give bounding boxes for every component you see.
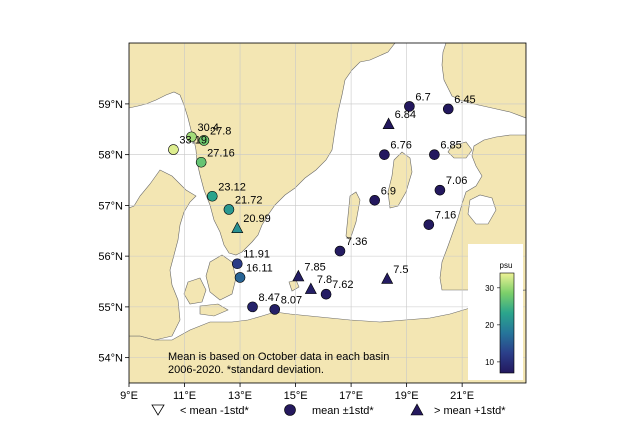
station-value-label: 7.62 — [332, 279, 353, 291]
station-circle-marker — [379, 149, 390, 160]
land-gulf-of-riga-coast — [467, 194, 497, 225]
colorbar-ticks: 10 20 30 — [485, 284, 500, 367]
legend-circle-icon — [284, 404, 296, 416]
annotation-line-1: Mean is based on October data in each ba… — [168, 351, 389, 363]
station-circle-marker — [269, 304, 281, 315]
graticule — [129, 43, 526, 383]
station-circle-marker — [247, 301, 258, 313]
station-value-label: 27.16 — [207, 147, 235, 159]
land-jutland — [129, 169, 197, 341]
station-value-label: 7.85 — [304, 261, 325, 273]
station-circle-marker — [423, 219, 435, 230]
legend-below-label: < mean -1std* — [180, 405, 250, 417]
station-value-label: 6.7 — [415, 91, 430, 103]
colorbar: psu 10 20 30 — [468, 244, 523, 380]
lat-tick-label: 55°N — [98, 302, 123, 314]
station-circle-marker — [206, 190, 218, 202]
land-finland — [441, 43, 526, 119]
colorbar-tick-label: 10 — [485, 358, 494, 367]
land-funen — [183, 277, 207, 305]
land-layer — [129, 43, 526, 383]
station-value-label: 20.99 — [243, 213, 271, 225]
legend-triangle-up-icon — [410, 403, 424, 416]
station-value-label: 8.07 — [281, 294, 302, 306]
station-value-label: 21.72 — [235, 194, 263, 206]
lon-tick-label: 13°E — [228, 390, 252, 402]
station-circle-marker — [168, 144, 179, 155]
lon-tick-label: 21°E — [450, 390, 474, 402]
station-circle-marker — [429, 149, 440, 160]
station-value-label: 6.9 — [381, 185, 396, 197]
land-gotland — [387, 151, 413, 209]
lon-tick-label: 15°E — [284, 390, 308, 402]
station-circle-marker — [404, 101, 415, 112]
annotation-line-2: 2006-2020. *standard deviation. — [168, 364, 324, 376]
station-circle-marker — [195, 156, 207, 168]
station-circle-marker — [442, 103, 454, 115]
lon-tick-label: 19°E — [395, 390, 419, 402]
longitude-ticks: 9°E 11°E 13°E 15°E 17°E 19°E 21°E — [120, 383, 474, 402]
map-frame — [128, 42, 527, 384]
lat-tick-label: 59°N — [98, 99, 123, 111]
lon-tick-label: 17°E — [339, 390, 363, 402]
station-value-label: 33.19 — [179, 135, 207, 147]
colorbar-background — [468, 244, 523, 380]
station-circle-marker — [320, 288, 332, 300]
station-value-label: 7.16 — [435, 210, 456, 222]
station-value-label: 16.11 — [246, 262, 273, 274]
colorbar-tick-label: 30 — [485, 284, 494, 293]
lon-tick-label: 9°E — [120, 390, 138, 402]
station-value-label: 23.12 — [218, 181, 246, 193]
colorbar-label: psu — [500, 261, 513, 270]
station-circle-marker — [231, 258, 243, 270]
lon-tick-label: 11°E — [173, 390, 196, 402]
station-circle-marker — [369, 195, 380, 206]
station-value-label: 7.8 — [317, 274, 332, 286]
station-value-label: 11.91 — [243, 249, 270, 261]
legend: < mean -1std* mean ±1std* > mean +1std* — [151, 403, 506, 417]
land-zealand — [205, 254, 237, 301]
station-circle-marker — [234, 272, 246, 283]
station-circle-marker — [223, 204, 235, 215]
legend-above-label: > mean +1std* — [434, 405, 506, 417]
station-value-label: 7.06 — [446, 175, 467, 187]
station-triangle-marker — [292, 269, 305, 282]
land-saaremaa — [447, 141, 473, 159]
station-circle-marker — [198, 135, 210, 146]
land-oland — [345, 191, 361, 241]
lat-tick-label: 56°N — [98, 251, 123, 263]
station-triangle-marker — [231, 221, 244, 234]
station-triangle-marker — [304, 282, 317, 294]
lat-tick-label: 54°N — [98, 353, 123, 365]
legend-mean-label: mean ±1std* — [312, 405, 374, 417]
station-value-label: 6.76 — [390, 140, 411, 152]
latitude-ticks: 54°N 55°N 56°N 57°N 58°N 59°N — [98, 99, 129, 365]
legend-triangle-down-icon — [151, 404, 165, 416]
land-scandinavia — [129, 43, 396, 256]
colorbar-tick-label: 20 — [485, 321, 494, 330]
lat-tick-label: 58°N — [98, 150, 123, 162]
station-value-label: 6.84 — [395, 109, 416, 121]
station-circle-marker — [434, 184, 446, 196]
lat-tick-label: 57°N — [98, 200, 123, 212]
station-value-label: 27.8 — [210, 125, 231, 137]
colorbar-ramp — [499, 272, 515, 374]
station-value-label: 8.47 — [259, 292, 280, 304]
station-value-label: 6.85 — [440, 140, 461, 152]
station-circle-marker — [334, 245, 346, 257]
station-triangle-marker — [382, 117, 395, 129]
station-triangle-marker — [381, 272, 394, 284]
station-value-label: 6.45 — [454, 94, 475, 106]
station-value-label: 7.36 — [346, 236, 367, 248]
station-circle-marker — [186, 131, 197, 143]
station-value-label: 7.5 — [393, 264, 408, 276]
station-markers — [168, 101, 454, 315]
station-value-label: 30.4 — [197, 122, 218, 134]
